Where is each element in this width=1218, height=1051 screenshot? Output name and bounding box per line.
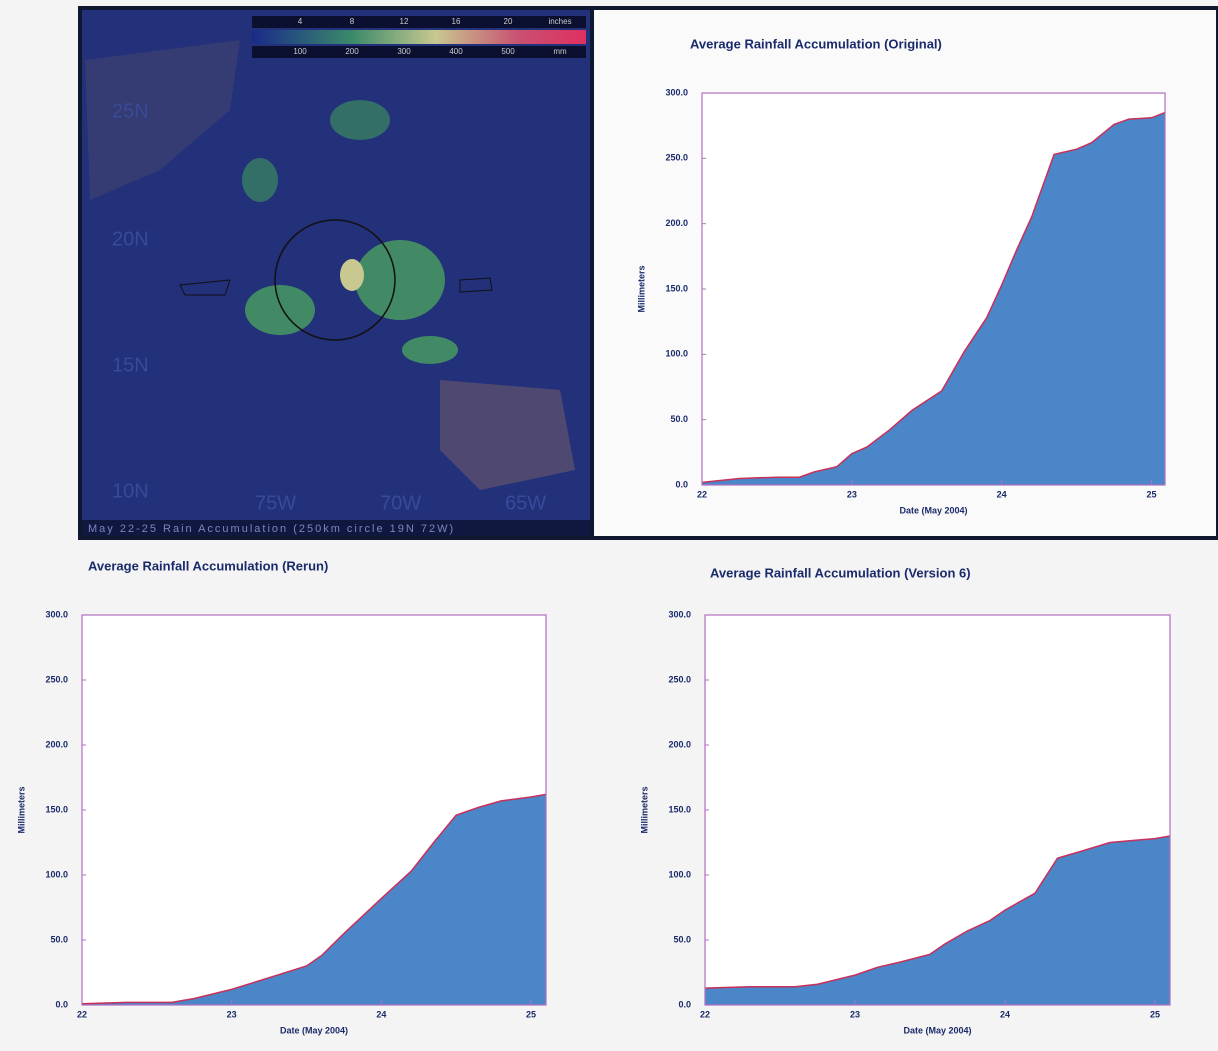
colorbar-label: 300 [397,47,411,56]
chart-title: Average Rainfall Accumulation (Version 6… [710,565,971,580]
land [85,40,240,200]
y-tick-label: 150.0 [665,283,688,293]
x-axis-label: Date (May 2004) [280,1025,348,1035]
y-tick-label: 0.0 [678,999,691,1009]
x-tick-label: 25 [526,1009,536,1019]
y-tick-label: 150.0 [668,804,691,814]
coastline [179,277,493,296]
rain-area [355,240,445,320]
x-tick-label: 24 [1000,1009,1010,1019]
colorbar-bg [252,16,586,28]
y-tick-label: 100.0 [668,869,691,879]
y-tick-label: 300.0 [665,87,688,97]
map: 4 8 12 16 20 inches 100 200 300 400 500 mm 25N 20N… [82,10,590,536]
colorbar-label: 20 [504,17,513,26]
y-tick-label: 200.0 [668,739,691,749]
y-axis-label: Millimeters [639,786,649,833]
map-caption: May 22-25 Rain Accumulation (250km circl… [88,523,455,535]
rain-area [330,100,390,140]
x-axis-label: Date (May 2004) [899,505,967,515]
chart: Average Rainfall Accumulation (Version 6… [639,565,1171,1035]
chart: Average Rainfall Accumulation (Rerun) 0.0… [16,558,547,1035]
x-tick-label: 22 [697,489,707,499]
rain-area [242,158,278,202]
colorbar-label: inches [548,17,571,26]
x-tick-label: 23 [850,1009,860,1019]
lat-label: 15N [112,354,149,376]
colorbar-label: 8 [350,17,355,26]
rain-area [245,285,315,335]
colorbar-label: 100 [293,47,307,56]
area [702,112,1165,485]
x-tick-label: 23 [847,489,857,499]
x-tick-label: 25 [1150,1009,1160,1019]
area [82,794,546,1005]
y-tick-label: 100.0 [45,869,68,879]
rain-peak [340,259,364,291]
y-tick-label: 200.0 [45,739,68,749]
chart: Average Rainfall Accumulation (Original)… [636,36,1166,515]
colorbar-label: 200 [345,47,359,56]
y-tick-label: 0.0 [55,999,68,1009]
y-tick-label: 300.0 [668,609,691,619]
circle-250km [274,219,396,341]
rain-area [402,336,458,364]
line [701,111,1166,484]
lon-label: 75W [255,492,296,514]
y-tick-label: 300.0 [45,609,68,619]
line [704,835,1171,989]
y-tick-label: 100.0 [665,349,688,359]
colorbar-label: 400 [449,47,463,56]
colorbar-inches: 4 8 12 16 20 inches [298,17,572,26]
lon-label: 70W [380,492,421,514]
y-tick-label: 50.0 [670,414,688,424]
y-tick-label: 200.0 [665,218,688,228]
colorbar-label: 12 [400,17,409,26]
lat-label: 25N [112,100,149,122]
y-tick-label: 50.0 [50,934,68,944]
y-tick-label: 250.0 [45,674,68,684]
colorbar [252,30,586,44]
colorbar-mm: 100 200 300 400 500 mm [293,47,567,56]
colorbar-label: 16 [452,17,461,26]
y-tick-label: 0.0 [675,479,688,489]
x-axis-label: Date (May 2004) [903,1025,971,1035]
lon-label: 65W [505,492,546,514]
x-tick-label: 24 [997,489,1007,499]
chart-title: Average Rainfall Accumulation (Original) [690,36,942,51]
line [81,793,547,1005]
x-tick-label: 23 [227,1009,237,1019]
area [705,836,1170,1005]
y-axis-label: Millimeters [16,786,26,833]
land [440,380,575,490]
x-tick-label: 22 [77,1009,87,1019]
colorbar-label: mm [553,47,567,56]
lat-label: 10N [112,480,149,502]
x-tick-label: 24 [376,1009,386,1019]
colorbar-label: 500 [501,47,515,56]
chart-title: Average Rainfall Accumulation (Rerun) [88,558,328,573]
y-tick-label: 250.0 [668,674,691,684]
y-tick-label: 250.0 [665,153,688,163]
y-axis-label: Millimeters [636,265,646,312]
colorbar-bg [252,46,586,58]
x-tick-label: 22 [700,1009,710,1019]
caption-bar [82,520,590,536]
y-tick-label: 50.0 [673,934,691,944]
colorbar-label: 4 [298,17,303,26]
x-tick-label: 25 [1147,489,1157,499]
lat-label: 20N [112,228,149,250]
y-tick-label: 150.0 [45,804,68,814]
